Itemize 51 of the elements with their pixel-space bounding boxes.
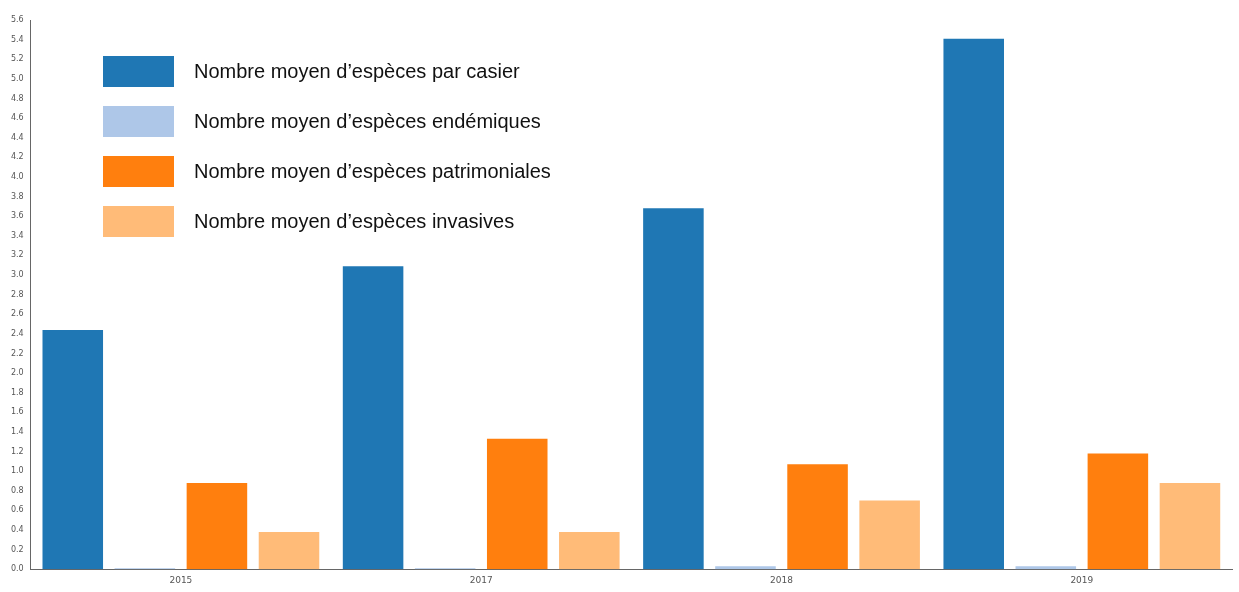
legend-label: Nombre moyen d’espèces patrimoniales (194, 159, 551, 183)
y-tick-label: 1.4 (10, 426, 24, 436)
y-tick-label: 1.0 (10, 466, 24, 476)
y-tick-label: 5.4 (10, 34, 24, 44)
y-tick-label: 3.4 (10, 230, 24, 240)
legend-label: Nombre moyen d’espèces par casier (194, 59, 520, 83)
y-tick-label: 3.0 (10, 270, 24, 280)
y-tick-label: 2.0 (10, 368, 24, 378)
bar (643, 208, 704, 570)
x-tick-label: 2019 (1070, 574, 1094, 585)
bar (943, 38, 1004, 570)
bar (859, 500, 920, 570)
y-tick-label: 5.0 (10, 73, 24, 83)
y-tick-label: 3.6 (10, 211, 24, 221)
x-tick-label: 2018 (770, 574, 794, 585)
bar (258, 531, 320, 570)
bar (42, 329, 104, 570)
bar (1015, 566, 1077, 570)
y-tick-label: 4.2 (10, 152, 24, 162)
y-tick-label: 4.4 (10, 132, 24, 142)
y-tick-label: 2.8 (10, 289, 24, 299)
y-tick-label: 0.6 (10, 505, 24, 515)
legend-label: Nombre moyen d’espèces invasives (194, 209, 515, 233)
bar (186, 482, 248, 570)
y-tick-label: 0.0 (10, 564, 24, 574)
y-tick-label: 0.4 (10, 525, 24, 535)
bar (787, 464, 848, 570)
y-tick-label: 3.2 (10, 250, 24, 260)
bar (559, 531, 620, 570)
y-tick-label: 0.8 (10, 485, 24, 495)
y-tick-label: 2.6 (10, 309, 24, 319)
y-tick-label: 1.8 (10, 387, 24, 397)
y-tick-label: 5.2 (10, 54, 24, 64)
y-tick-label: 3.8 (10, 191, 24, 201)
x-tick-label: 2015 (169, 574, 193, 585)
y-tick-label: 5.6 (10, 15, 24, 25)
bar (715, 566, 776, 570)
y-tick-label: 2.2 (10, 348, 24, 358)
y-tick-label: 1.6 (10, 407, 24, 417)
y-tick-label: 0.2 (10, 544, 24, 554)
bar (342, 266, 404, 570)
bar (486, 438, 548, 570)
bar (1159, 482, 1221, 570)
y-tick-label: 1.2 (10, 446, 24, 456)
y-tick-label: 4.0 (10, 171, 24, 181)
x-tick-label: 2017 (469, 574, 493, 585)
y-tick-label: 4.8 (10, 93, 24, 103)
bar (1087, 453, 1149, 570)
legend-label: Nombre moyen d’espèces endémiques (194, 109, 541, 133)
y-tick-label: 2.4 (10, 328, 24, 338)
y-tick-label: 4.6 (10, 113, 24, 123)
